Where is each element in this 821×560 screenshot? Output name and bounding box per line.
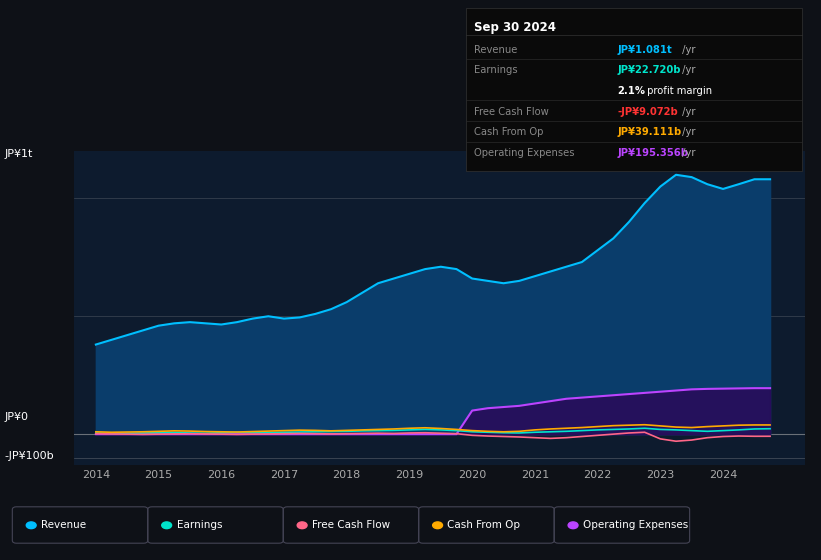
Text: JP¥1t: JP¥1t [4,149,33,159]
Text: Operating Expenses: Operating Expenses [474,148,574,158]
Text: JP¥0: JP¥0 [4,412,28,422]
Text: JP¥1.081t: JP¥1.081t [617,45,672,55]
Text: Earnings: Earnings [474,66,517,76]
Text: Earnings: Earnings [177,520,222,530]
Text: /yr: /yr [679,45,695,55]
Text: 2.1%: 2.1% [617,86,645,96]
Text: /yr: /yr [679,66,695,76]
Text: Free Cash Flow: Free Cash Flow [474,107,548,117]
Text: Revenue: Revenue [474,45,517,55]
Text: JP¥22.720b: JP¥22.720b [617,66,681,76]
Text: Operating Expenses: Operating Expenses [583,520,688,530]
Text: /yr: /yr [679,107,695,117]
Text: Sep 30 2024: Sep 30 2024 [474,21,556,34]
Text: /yr: /yr [679,148,695,158]
Text: Revenue: Revenue [41,520,86,530]
Text: Cash From Op: Cash From Op [447,520,521,530]
Text: Cash From Op: Cash From Op [474,128,544,137]
Text: JP¥39.111b: JP¥39.111b [617,128,681,137]
Text: -JP¥100b: -JP¥100b [4,451,53,461]
Text: Free Cash Flow: Free Cash Flow [312,520,390,530]
Text: -JP¥9.072b: -JP¥9.072b [617,107,678,117]
Text: profit margin: profit margin [644,86,712,96]
Text: /yr: /yr [679,128,695,137]
Text: JP¥195.356b: JP¥195.356b [617,148,688,158]
